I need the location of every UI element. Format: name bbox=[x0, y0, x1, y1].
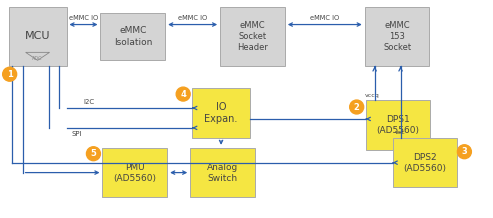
FancyBboxPatch shape bbox=[366, 100, 430, 150]
Text: PMU
(AD5560): PMU (AD5560) bbox=[113, 163, 156, 183]
Text: eMMC IO: eMMC IO bbox=[178, 15, 207, 20]
Circle shape bbox=[350, 100, 364, 114]
FancyBboxPatch shape bbox=[192, 88, 250, 138]
Text: Analog
Switch: Analog Switch bbox=[207, 163, 238, 183]
FancyBboxPatch shape bbox=[220, 7, 285, 66]
Text: eMMC
Socket
Header: eMMC Socket Header bbox=[237, 21, 268, 52]
FancyBboxPatch shape bbox=[190, 148, 255, 198]
Text: 5: 5 bbox=[91, 149, 96, 158]
Text: DPS1
(AD5560): DPS1 (AD5560) bbox=[377, 115, 420, 135]
Circle shape bbox=[86, 147, 101, 161]
Text: IO
Expan.: IO Expan. bbox=[205, 102, 238, 124]
FancyBboxPatch shape bbox=[9, 7, 67, 66]
Text: 3: 3 bbox=[461, 147, 467, 156]
Text: eMMC
Isolation: eMMC Isolation bbox=[113, 26, 152, 46]
Text: vccq: vccq bbox=[365, 93, 380, 98]
FancyBboxPatch shape bbox=[365, 7, 429, 66]
Text: DPS2
(AD5560): DPS2 (AD5560) bbox=[403, 153, 447, 173]
Text: eMMC IO: eMMC IO bbox=[69, 15, 98, 20]
Text: eMMC
153
Socket: eMMC 153 Socket bbox=[383, 21, 411, 52]
Text: I2C: I2C bbox=[83, 99, 94, 105]
Text: MCU: MCU bbox=[25, 31, 50, 41]
Circle shape bbox=[176, 87, 190, 101]
FancyBboxPatch shape bbox=[392, 138, 458, 187]
Text: 1: 1 bbox=[7, 70, 13, 79]
Text: 2: 2 bbox=[354, 102, 359, 112]
Circle shape bbox=[458, 145, 471, 159]
Text: SPI: SPI bbox=[71, 131, 82, 137]
FancyBboxPatch shape bbox=[101, 13, 165, 60]
Circle shape bbox=[2, 67, 17, 81]
FancyBboxPatch shape bbox=[103, 148, 167, 198]
Text: eMMC IO: eMMC IO bbox=[310, 15, 339, 20]
Text: vcc: vcc bbox=[395, 130, 406, 135]
Text: ADC: ADC bbox=[33, 56, 43, 61]
Text: 4: 4 bbox=[180, 90, 186, 99]
